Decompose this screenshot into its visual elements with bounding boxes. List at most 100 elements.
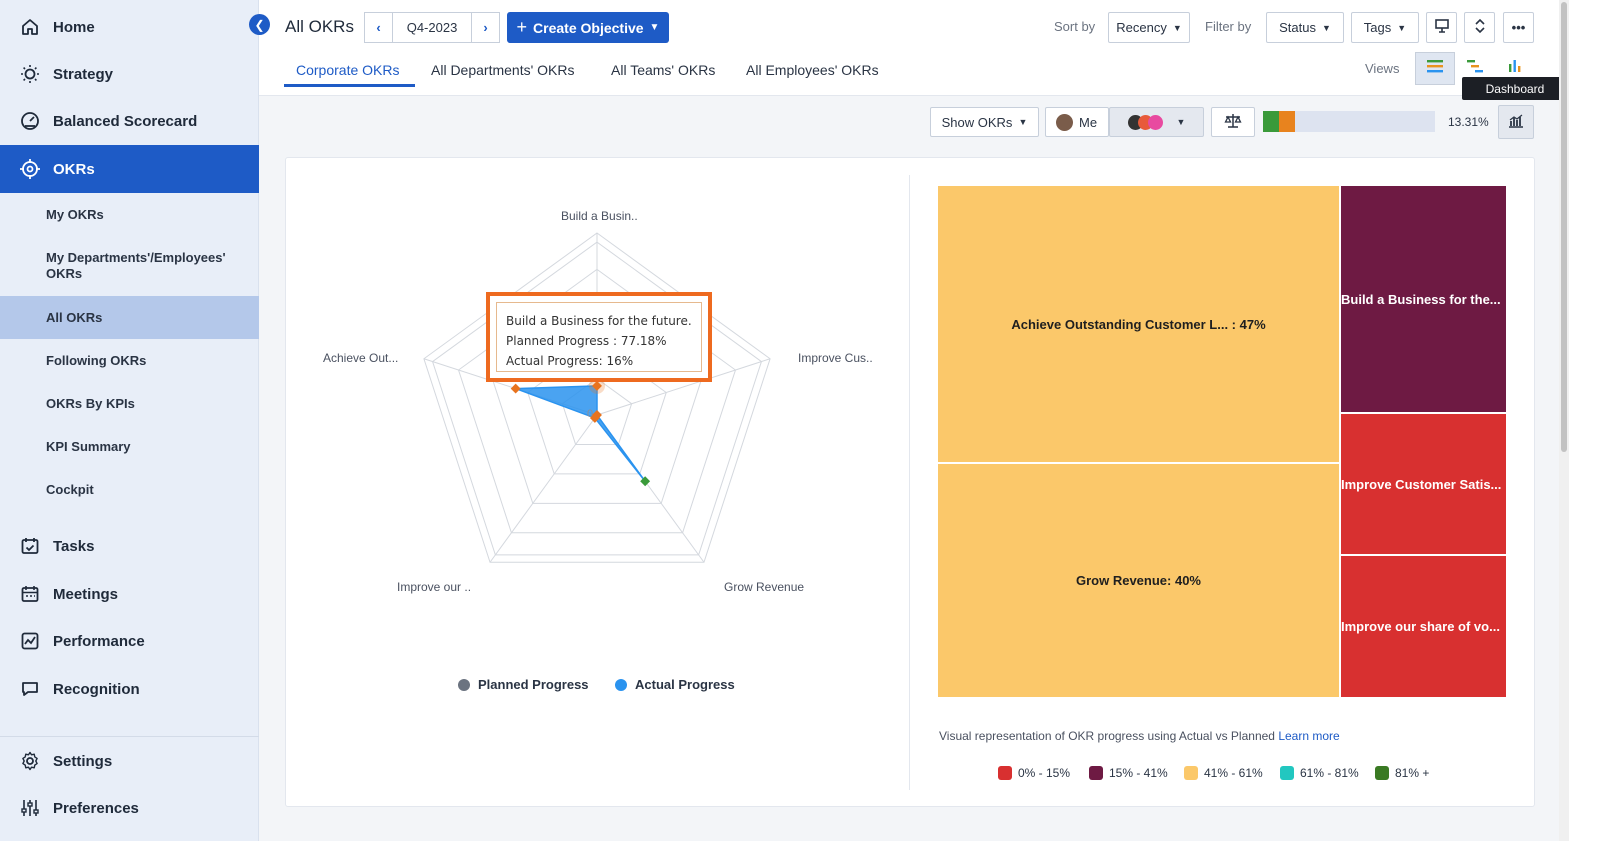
- sidebar-collapse-button[interactable]: ❮: [249, 14, 270, 35]
- progress-fill-green: [1263, 111, 1280, 132]
- sidebar-subitem-label: My Departments'/Employees' OKRs: [46, 250, 226, 281]
- sidebar-item-okrs[interactable]: OKRs: [0, 145, 259, 193]
- legend-dot-planned: [458, 678, 470, 691]
- tooltip-title: Build a Business for the future.: [506, 314, 692, 328]
- legend-planned-progress[interactable]: Planned Progress: [458, 677, 589, 692]
- legend-label: Planned Progress: [478, 677, 589, 692]
- treemap-caption: Visual representation of OKR progress us…: [939, 729, 1340, 743]
- treemap-legend-item: 0% - 15%: [998, 766, 1070, 780]
- radar-point: [510, 383, 521, 394]
- chevron-left-icon: ‹: [376, 20, 381, 35]
- sidebar-item-label: Strategy: [53, 65, 114, 83]
- sidebar-subitem-following-okrs[interactable]: Following OKRs: [0, 342, 259, 378]
- learn-more-link[interactable]: Learn more: [1278, 729, 1340, 743]
- sidebar-item-recognition[interactable]: Recognition: [0, 670, 259, 708]
- sidebar-item-settings[interactable]: Settings: [0, 742, 259, 780]
- sidebar-item-label: Balanced Scorecard: [53, 112, 198, 130]
- chevron-down-icon: ▼: [1321, 22, 1331, 33]
- radar-actual-area: [515, 385, 646, 482]
- more-icon: •••: [1511, 20, 1526, 35]
- tags-filter-dropdown[interactable]: Tags ▼: [1351, 12, 1419, 43]
- sort-dropdown[interactable]: Recency ▼: [1108, 12, 1190, 43]
- sidebar-item-performance[interactable]: Performance: [0, 622, 259, 660]
- chevron-right-icon: ›: [483, 20, 488, 35]
- header: All OKRs ‹ Q4-2023 › + Create Objective …: [259, 0, 1599, 96]
- sort-value: Recency: [1116, 20, 1167, 35]
- me-filter-button[interactable]: Me: [1045, 107, 1109, 137]
- chevron-down-icon: ▼: [1397, 22, 1407, 33]
- tab-all-departments-okrs[interactable]: All Departments' OKRs: [431, 62, 575, 78]
- radar-series: [510, 377, 651, 487]
- sidebar-item-tasks[interactable]: Tasks: [0, 527, 259, 565]
- sidebar-subitem-my-okrs[interactable]: My OKRs: [0, 196, 259, 232]
- sidebar-subitem-kpi-summary[interactable]: KPI Summary: [0, 428, 259, 464]
- status-filter-dropdown[interactable]: Status ▼: [1266, 12, 1344, 43]
- calendar-icon: [17, 581, 43, 607]
- treemap-cell-improve-customer[interactable]: Improve Customer Satis...: [1341, 414, 1506, 554]
- chevron-down-icon: ▼: [1018, 117, 1028, 127]
- prev-quarter-button[interactable]: ‹: [364, 12, 393, 43]
- overall-progress-bar: [1263, 111, 1435, 132]
- show-okrs-label: Show OKRs: [941, 114, 1013, 130]
- sidebar: Home Strategy Balanced Scorecard OKRs My…: [0, 0, 259, 841]
- gear-icon: [17, 748, 43, 774]
- plus-icon: +: [516, 17, 528, 37]
- radar-point: [589, 412, 600, 423]
- tooltip-planned: Planned Progress : 77.18%: [506, 334, 667, 348]
- presentation-button[interactable]: [1426, 12, 1457, 43]
- sidebar-item-meetings[interactable]: Meetings: [0, 575, 259, 613]
- sidebar-subitem-all-okrs[interactable]: All OKRs: [0, 296, 259, 339]
- tab-all-teams-okrs[interactable]: All Teams' OKRs: [611, 62, 716, 78]
- chart-line-icon: [17, 628, 43, 654]
- tab-all-employees-okrs[interactable]: All Employees' OKRs: [746, 62, 879, 78]
- next-quarter-button[interactable]: ›: [471, 12, 500, 43]
- legend-swatch: [1089, 766, 1103, 780]
- sidebar-subitem-cockpit[interactable]: Cockpit: [0, 471, 259, 507]
- presentation-icon: [1434, 18, 1450, 37]
- expand-icon: [1472, 18, 1488, 37]
- tree-view-icon: [1466, 59, 1484, 78]
- dashboard-button[interactable]: [1498, 105, 1534, 139]
- sidebar-subitem-label: My OKRs: [46, 206, 104, 222]
- create-objective-button[interactable]: + Create Objective ▼: [507, 12, 669, 43]
- treemap-caption-text: Visual representation of OKR progress us…: [939, 729, 1275, 743]
- tree-view-button[interactable]: [1455, 52, 1495, 85]
- chart-view-button[interactable]: [1495, 52, 1535, 85]
- right-gutter: [1569, 0, 1599, 841]
- treemap-cell-improve-share[interactable]: Improve our share of vo...: [1341, 556, 1506, 697]
- show-okrs-dropdown[interactable]: Show OKRs ▼: [930, 107, 1039, 137]
- legend-label: 15% - 41%: [1109, 766, 1168, 780]
- legend-actual-progress[interactable]: Actual Progress: [615, 677, 735, 692]
- more-options-button[interactable]: •••: [1503, 12, 1534, 43]
- status-label: Status: [1279, 20, 1316, 35]
- radar-grid-spoke: [596, 358, 771, 416]
- sliders-icon: [17, 795, 43, 821]
- team-avatars-dropdown[interactable]: ▼: [1109, 107, 1204, 137]
- list-view-button[interactable]: [1415, 52, 1455, 85]
- sidebar-divider: [0, 736, 259, 737]
- treemap-cell-grow-revenue[interactable]: Grow Revenue: 40%: [938, 464, 1339, 697]
- views-label: Views: [1365, 61, 1400, 76]
- sidebar-item-preferences[interactable]: Preferences: [0, 789, 259, 827]
- expand-collapse-button[interactable]: [1464, 12, 1495, 43]
- treemap-cell-build-business[interactable]: Build a Business for the...: [1341, 186, 1506, 412]
- radar-tooltip-content: Build a Business for the future. Planned…: [496, 302, 702, 372]
- sidebar-item-home[interactable]: Home: [0, 8, 259, 46]
- radar-point: [640, 476, 651, 487]
- card-divider: [909, 175, 910, 790]
- avatar: [1056, 113, 1073, 131]
- active-tab-indicator: [284, 84, 415, 87]
- sort-by-label: Sort by: [1054, 19, 1096, 34]
- sidebar-item-balanced-scorecard[interactable]: Balanced Scorecard: [0, 102, 259, 140]
- sidebar-subitem-okrs-by-kpis[interactable]: OKRs By KPIs: [0, 385, 259, 421]
- radar-tooltip: Build a Business for the future. Planned…: [486, 292, 712, 382]
- tab-corporate-okrs[interactable]: Corporate OKRs: [296, 62, 400, 78]
- treemap-legend-item: 41% - 61%: [1184, 766, 1263, 780]
- page-scrollbar-thumb[interactable]: [1561, 2, 1567, 452]
- treemap-cell-achieve-outstanding[interactable]: Achieve Outstanding Customer L... : 47%: [938, 186, 1339, 462]
- quarter-selector[interactable]: Q4-2023: [392, 12, 472, 43]
- sidebar-item-strategy[interactable]: Strategy: [0, 55, 259, 93]
- sidebar-subitem-my-departments-okrs[interactable]: My Departments'/Employees' OKRs: [0, 240, 259, 292]
- balance-button[interactable]: [1211, 107, 1255, 137]
- chevron-down-icon: ▼: [1172, 22, 1182, 33]
